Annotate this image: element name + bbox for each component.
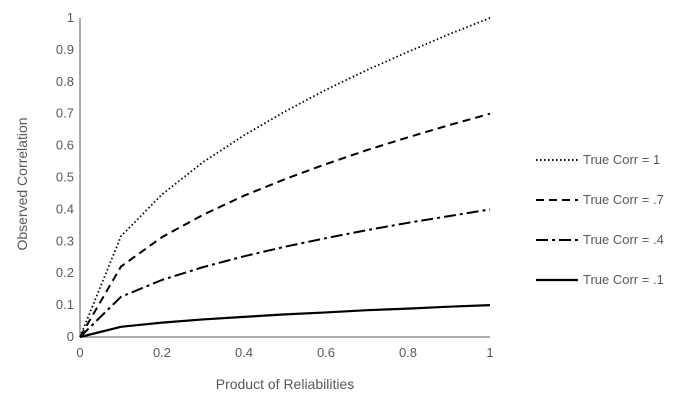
x-tick-label: 0.8 xyxy=(399,345,417,360)
y-tick-label: 0.1 xyxy=(56,297,74,312)
legend-label: True Corr = .7 xyxy=(583,192,664,207)
y-tick-label: 0.9 xyxy=(56,42,74,57)
legend-label: True Corr = 1 xyxy=(583,152,660,167)
tick-labels: 0 0.2 0.4 0.6 0.8 1 0 0.1 0.2 0.3 0.4 0.5 0.6 0.7 0.8 0… xyxy=(56,10,494,360)
legend-label: True Corr = .1 xyxy=(583,272,664,287)
series-line xyxy=(79,112,491,338)
x-axis-title: Product of Reliabilities xyxy=(216,376,355,392)
y-tick-label: 0.5 xyxy=(56,170,74,185)
y-axis-title: Observed Correlation xyxy=(14,117,30,250)
y-tick-label: 0.8 xyxy=(56,74,74,89)
axes xyxy=(79,18,490,338)
y-tick-label: 0.4 xyxy=(56,201,74,216)
y-tick-label: 0.6 xyxy=(56,138,74,153)
series-line xyxy=(79,304,491,339)
series-lines xyxy=(79,17,491,339)
x-tick-label: 0.6 xyxy=(317,345,335,360)
legend-label: True Corr = .4 xyxy=(583,232,664,247)
y-tick-label: 0.2 xyxy=(56,265,74,280)
x-tick-label: 0.2 xyxy=(153,345,171,360)
x-tick-label: 1 xyxy=(486,345,493,360)
y-tick-label: 0 xyxy=(67,329,74,344)
y-tick-label: 1 xyxy=(67,10,74,25)
y-tick-label: 0.7 xyxy=(56,106,74,121)
x-tick-label: 0 xyxy=(76,345,83,360)
x-tick-label: 0.4 xyxy=(235,345,253,360)
series-line xyxy=(79,208,491,338)
y-tick-label: 0.3 xyxy=(56,233,74,248)
legend: True Corr = 1 True Corr = .7 True Corr = .… xyxy=(536,152,664,287)
